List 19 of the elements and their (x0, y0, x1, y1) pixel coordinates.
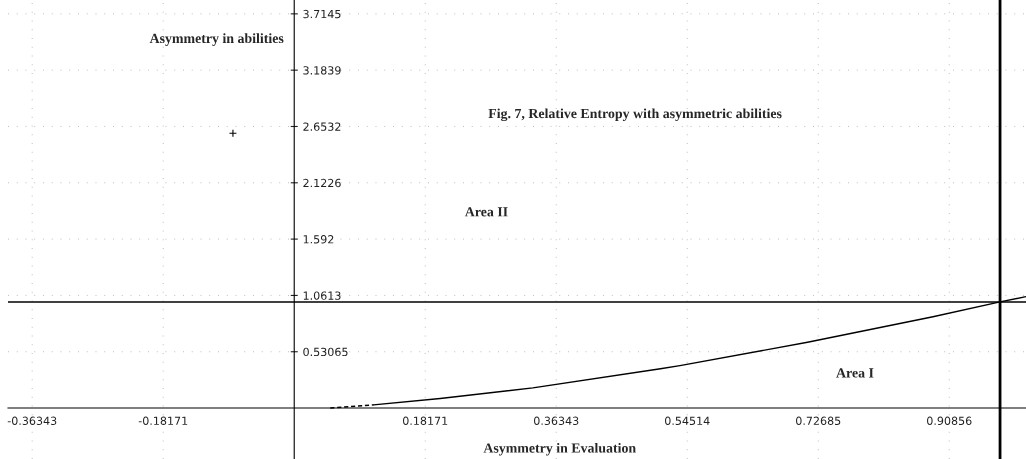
text: Fig. 7, Relative Entropy with asymmetric abilities (488, 108, 782, 122)
x-axis-title: Asymmetry in Evaluation (483, 442, 636, 456)
x-tick-label: 0.72685 (796, 416, 841, 425)
annotation: Area II (464, 207, 508, 217)
y-tick-label: 3.1839 (303, 66, 341, 75)
y-axis-title: Asymmetry in abilities (149, 33, 284, 46)
y-tick-label: 3.7145 (303, 9, 341, 19)
x-tick-label: -0.18171 (138, 416, 188, 425)
y-tick-label: 2.6532 (303, 122, 341, 131)
x-tick-label: -0.36343 (7, 416, 57, 425)
y-tick-label: 0.53065 (303, 347, 348, 357)
annotation: Area I (836, 368, 874, 378)
x-tick-label: 0.18171 (402, 416, 448, 425)
y-tick-label: 2.1226 (303, 178, 341, 188)
y-tick-label: 1.592 (303, 235, 334, 244)
x-tick-label: 0.90856 (927, 416, 972, 425)
x-tick-label: 0.54514 (665, 416, 710, 425)
y-tick-label: 1.0613 (303, 291, 341, 300)
x-tick-label: 0.36343 (534, 416, 579, 425)
